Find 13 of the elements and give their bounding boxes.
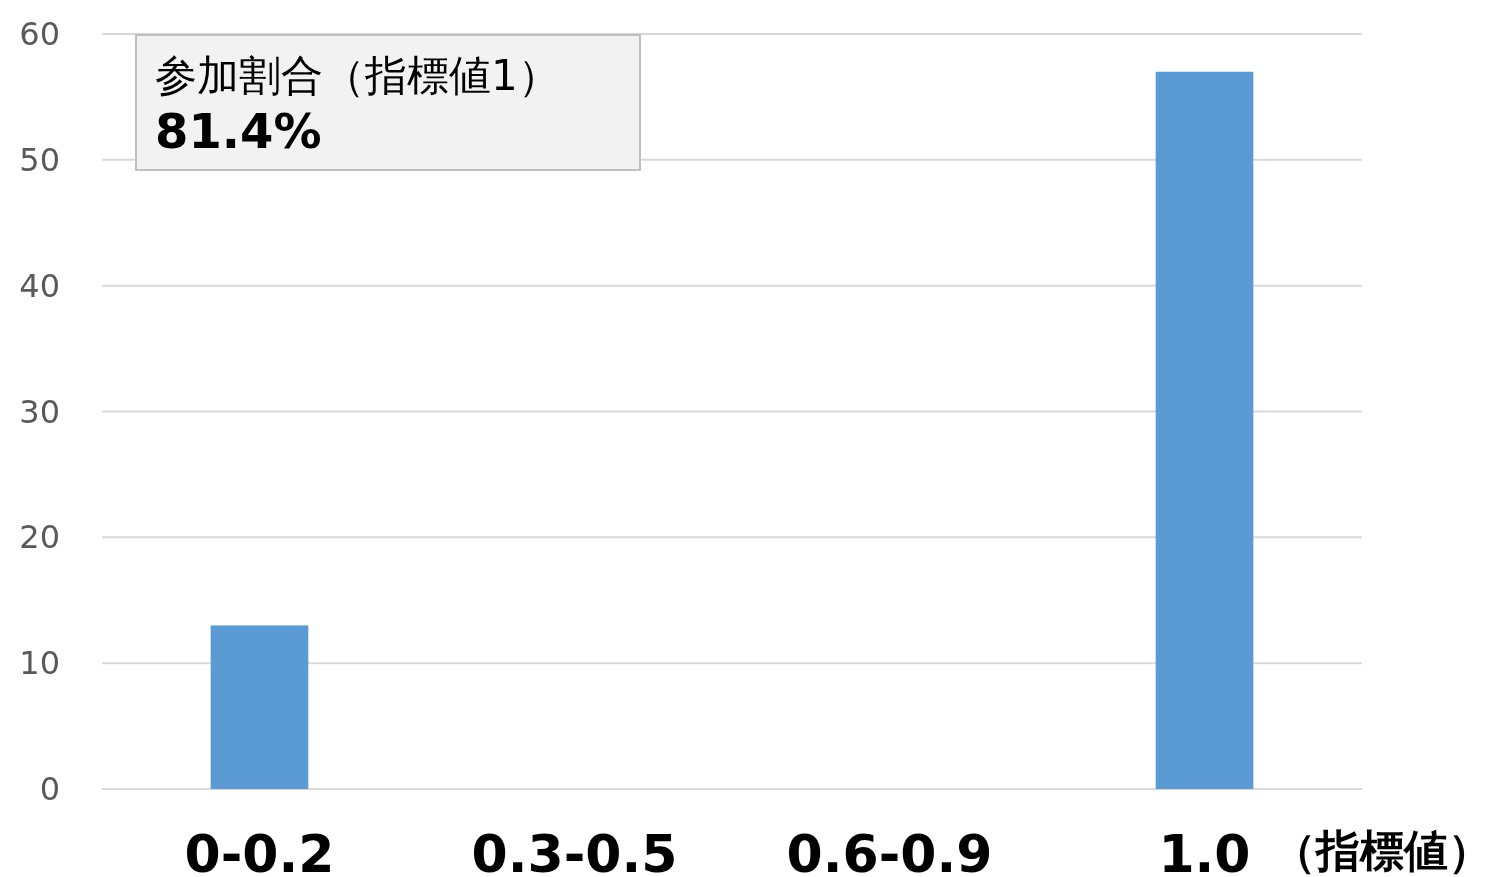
y-tick-label: 0 — [39, 770, 60, 808]
annotation: 参加割合（指標値1） 81.4% — [155, 51, 560, 159]
x-tick-label: 0.6-0.9 — [786, 824, 993, 877]
y-tick-label: 20 — [19, 518, 60, 557]
y-tick-label: 30 — [19, 392, 60, 431]
x-tick-label: 0.3-0.5 — [471, 824, 678, 877]
y-tick-label: 10 — [19, 644, 60, 683]
y-tick-label: 60 — [19, 15, 60, 53]
x-tick-label: 1.0 — [1158, 824, 1251, 877]
y-tick-label: 40 — [19, 266, 60, 305]
x-tick-label: 0-0.2 — [184, 824, 335, 877]
y-tick-label: 50 — [19, 140, 60, 179]
x-axis-title: （指標値） — [1272, 825, 1492, 876]
